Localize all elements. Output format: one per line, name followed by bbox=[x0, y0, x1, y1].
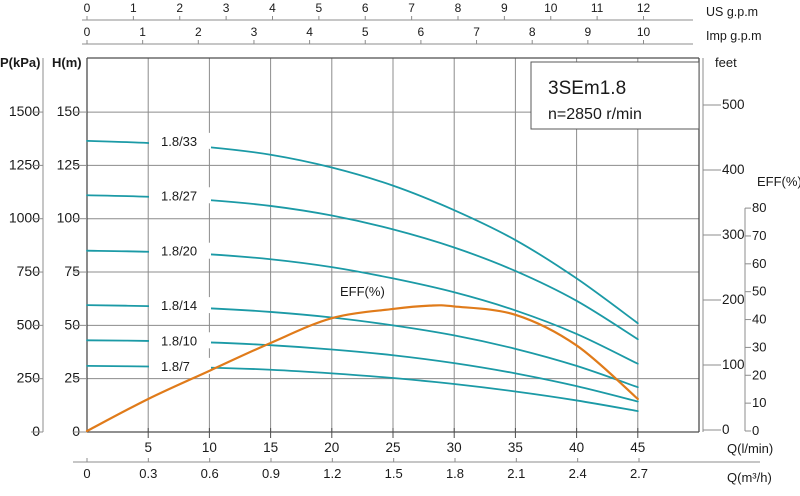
svg-text:1.2: 1.2 bbox=[323, 466, 341, 481]
svg-text:50: 50 bbox=[752, 284, 766, 299]
svg-text:12: 12 bbox=[637, 1, 651, 15]
svg-text:2: 2 bbox=[195, 25, 202, 39]
svg-text:15: 15 bbox=[263, 440, 278, 455]
svg-text:40: 40 bbox=[752, 312, 766, 327]
svg-text:3SEm1.8: 3SEm1.8 bbox=[548, 78, 626, 99]
svg-text:750: 750 bbox=[17, 263, 41, 279]
svg-text:1250: 1250 bbox=[9, 156, 40, 172]
svg-text:0: 0 bbox=[83, 466, 90, 481]
svg-text:40: 40 bbox=[569, 440, 584, 455]
svg-text:30: 30 bbox=[447, 440, 462, 455]
svg-text:feet: feet bbox=[715, 55, 737, 70]
svg-text:25: 25 bbox=[64, 370, 80, 386]
svg-text:8: 8 bbox=[455, 1, 462, 15]
svg-text:80: 80 bbox=[752, 200, 766, 215]
svg-text:1.8/33: 1.8/33 bbox=[161, 134, 197, 149]
svg-text:2: 2 bbox=[176, 1, 183, 15]
svg-text:Imp g.p.m: Imp g.p.m bbox=[706, 29, 762, 43]
svg-text:11: 11 bbox=[591, 1, 604, 15]
svg-text:9: 9 bbox=[585, 25, 592, 39]
svg-text:125: 125 bbox=[57, 156, 81, 172]
svg-text:1: 1 bbox=[139, 25, 146, 39]
svg-text:60: 60 bbox=[752, 256, 766, 271]
svg-text:5: 5 bbox=[144, 440, 152, 455]
svg-text:Q(l/min): Q(l/min) bbox=[727, 441, 773, 456]
svg-text:1.8: 1.8 bbox=[446, 466, 464, 481]
svg-text:30: 30 bbox=[752, 339, 766, 354]
svg-text:7: 7 bbox=[408, 1, 415, 15]
svg-text:100: 100 bbox=[722, 357, 745, 372]
svg-text:1.8/7: 1.8/7 bbox=[161, 359, 190, 374]
svg-text:1500: 1500 bbox=[9, 103, 40, 119]
svg-text:10: 10 bbox=[752, 395, 766, 410]
svg-text:8: 8 bbox=[529, 25, 536, 39]
svg-text:2.1: 2.1 bbox=[507, 466, 525, 481]
svg-text:6: 6 bbox=[362, 1, 369, 15]
svg-text:20: 20 bbox=[752, 367, 766, 382]
svg-text:6: 6 bbox=[418, 25, 425, 39]
svg-text:70: 70 bbox=[752, 228, 766, 243]
svg-text:H(m): H(m) bbox=[52, 55, 82, 70]
svg-text:Q(m³/h): Q(m³/h) bbox=[727, 470, 772, 485]
svg-text:100: 100 bbox=[57, 210, 81, 226]
svg-text:EFF(%): EFF(%) bbox=[757, 174, 800, 189]
svg-text:1.5: 1.5 bbox=[385, 466, 403, 481]
svg-text:45: 45 bbox=[630, 440, 645, 455]
svg-text:9: 9 bbox=[501, 1, 508, 15]
svg-text:0: 0 bbox=[84, 1, 91, 15]
svg-text:0: 0 bbox=[32, 423, 40, 439]
svg-text:n=2850 r/min: n=2850 r/min bbox=[548, 106, 642, 123]
svg-text:5: 5 bbox=[362, 25, 369, 39]
svg-text:0: 0 bbox=[722, 422, 730, 437]
svg-text:1000: 1000 bbox=[9, 210, 40, 226]
svg-text:0.3: 0.3 bbox=[139, 466, 157, 481]
svg-text:400: 400 bbox=[722, 162, 745, 177]
svg-text:35: 35 bbox=[508, 440, 523, 455]
svg-text:4: 4 bbox=[269, 1, 276, 15]
svg-text:10: 10 bbox=[544, 1, 558, 15]
svg-text:0.9: 0.9 bbox=[262, 466, 280, 481]
svg-text:4: 4 bbox=[306, 25, 313, 39]
svg-text:20: 20 bbox=[324, 440, 339, 455]
svg-text:75: 75 bbox=[64, 263, 80, 279]
svg-text:250: 250 bbox=[17, 370, 41, 386]
svg-text:0: 0 bbox=[84, 25, 91, 39]
svg-text:10: 10 bbox=[637, 25, 651, 39]
svg-text:1.8/27: 1.8/27 bbox=[161, 188, 197, 203]
svg-text:200: 200 bbox=[722, 292, 745, 307]
svg-text:5: 5 bbox=[316, 1, 323, 15]
svg-text:3: 3 bbox=[223, 1, 230, 15]
svg-text:EFF(%): EFF(%) bbox=[340, 284, 385, 299]
svg-text:7: 7 bbox=[473, 25, 480, 39]
svg-text:1.8/10: 1.8/10 bbox=[161, 333, 197, 348]
svg-text:0.6: 0.6 bbox=[201, 466, 219, 481]
svg-text:3: 3 bbox=[251, 25, 258, 39]
svg-text:0: 0 bbox=[752, 423, 759, 438]
svg-text:25: 25 bbox=[385, 440, 400, 455]
svg-text:P(kPa): P(kPa) bbox=[0, 55, 40, 70]
svg-text:50: 50 bbox=[64, 316, 80, 332]
svg-text:2.7: 2.7 bbox=[630, 466, 648, 481]
svg-text:500: 500 bbox=[722, 97, 745, 112]
svg-text:US g.p.m: US g.p.m bbox=[706, 5, 758, 19]
svg-text:2.4: 2.4 bbox=[569, 466, 587, 481]
svg-text:150: 150 bbox=[57, 103, 81, 119]
svg-text:10: 10 bbox=[202, 440, 217, 455]
svg-text:0: 0 bbox=[72, 423, 80, 439]
svg-text:300: 300 bbox=[722, 227, 745, 242]
svg-text:1: 1 bbox=[130, 1, 137, 15]
svg-text:500: 500 bbox=[17, 316, 41, 332]
svg-text:1.8/20: 1.8/20 bbox=[161, 244, 197, 259]
svg-text:1.8/14: 1.8/14 bbox=[161, 298, 197, 313]
